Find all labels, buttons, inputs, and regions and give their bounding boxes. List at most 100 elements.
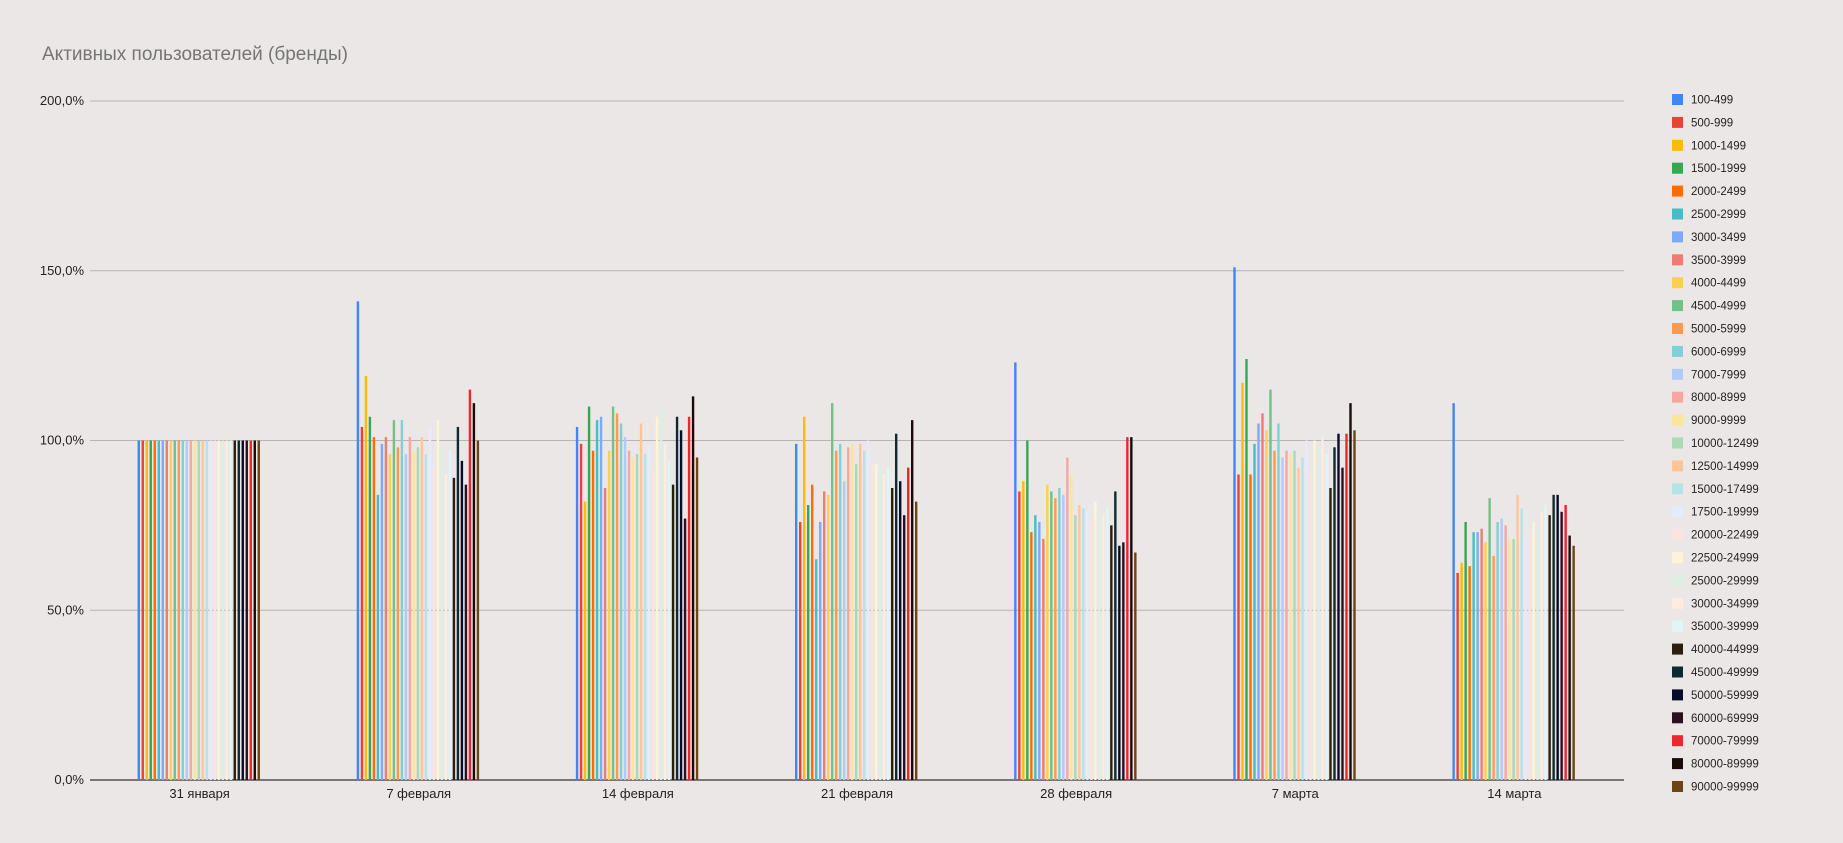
bar xyxy=(1038,521,1041,780)
bar xyxy=(1078,505,1081,780)
bar xyxy=(907,467,910,780)
bar xyxy=(823,491,826,780)
bar xyxy=(165,440,168,780)
legend-label: 1500-1999 xyxy=(1691,163,1746,175)
bar xyxy=(1313,440,1316,780)
legend-swatch xyxy=(1672,758,1683,770)
bar xyxy=(827,494,830,780)
legend-swatch xyxy=(1672,529,1683,541)
legend-swatch xyxy=(1672,781,1683,792)
legend-item: 15000-17499 xyxy=(1672,483,1759,496)
bar xyxy=(1257,423,1260,780)
bar xyxy=(815,559,818,780)
bar xyxy=(468,389,472,780)
bar xyxy=(1317,447,1320,780)
bar xyxy=(177,440,180,780)
bar xyxy=(1536,528,1539,780)
bar xyxy=(229,440,232,780)
bar xyxy=(1261,413,1264,780)
bar xyxy=(137,440,140,780)
bar xyxy=(221,440,224,780)
bar xyxy=(1086,511,1089,780)
bar xyxy=(1564,505,1567,780)
bar xyxy=(695,457,699,780)
bar xyxy=(169,440,172,780)
chart-title: Активных пользователей (бренды) xyxy=(42,44,348,65)
legend-label: 7000-7999 xyxy=(1691,369,1746,381)
bar xyxy=(1054,498,1057,780)
legend-label: 2500-2999 xyxy=(1691,209,1746,221)
legend-item: 3000-3499 xyxy=(1672,231,1746,244)
legend-item: 6000-6999 xyxy=(1672,345,1746,358)
bar-group xyxy=(575,396,699,780)
bar xyxy=(1090,518,1093,780)
bar xyxy=(891,488,894,780)
bar xyxy=(416,447,420,780)
legend-label: 60000-69999 xyxy=(1691,713,1759,725)
bar xyxy=(667,460,671,780)
bar xyxy=(1018,491,1021,780)
bar xyxy=(803,416,806,780)
bar xyxy=(432,467,436,780)
legend-swatch xyxy=(1672,391,1683,403)
legend-item: 7000-7999 xyxy=(1672,368,1746,381)
bar xyxy=(1050,491,1053,780)
legend-label: 45000-49999 xyxy=(1691,667,1759,679)
bar xyxy=(1353,430,1356,780)
bar xyxy=(388,454,392,780)
legend-item: 25000-29999 xyxy=(1672,574,1759,587)
legend-item: 45000-49999 xyxy=(1672,666,1759,679)
bar xyxy=(607,450,611,780)
x-tick-label: 7 февраля xyxy=(386,786,451,801)
bar xyxy=(1110,525,1113,781)
bar-group xyxy=(795,403,918,780)
legend-label: 40000-44999 xyxy=(1691,644,1759,656)
legend-swatch xyxy=(1672,94,1683,105)
legend-swatch xyxy=(1672,208,1683,220)
bar xyxy=(368,416,372,780)
legend-item: 10000-12499 xyxy=(1672,437,1759,450)
bar xyxy=(376,494,380,780)
bar xyxy=(679,430,683,780)
bar xyxy=(205,440,208,780)
bar xyxy=(233,440,236,780)
bar xyxy=(412,450,416,780)
bar xyxy=(1134,552,1137,780)
legend-swatch xyxy=(1672,300,1683,312)
bar xyxy=(883,474,886,780)
bar xyxy=(859,443,862,780)
bar xyxy=(356,301,360,780)
bar xyxy=(1289,454,1292,780)
legend-label: 100-499 xyxy=(1691,95,1733,107)
legend-item: 3500-3999 xyxy=(1672,254,1746,267)
bar xyxy=(627,450,631,780)
legend-item: 500-999 xyxy=(1672,116,1733,129)
bar xyxy=(237,440,240,780)
bar xyxy=(1233,267,1236,780)
bar xyxy=(173,440,176,780)
legend-swatch xyxy=(1672,552,1683,563)
bar xyxy=(1297,467,1300,780)
bar xyxy=(599,416,603,780)
bar xyxy=(663,443,667,780)
bar xyxy=(895,433,898,780)
bar xyxy=(440,447,444,780)
bar xyxy=(1349,403,1352,780)
bar xyxy=(639,423,643,780)
bar xyxy=(1468,566,1471,780)
legend-label: 22500-24999 xyxy=(1691,553,1759,565)
legend-swatch xyxy=(1672,666,1683,678)
bar xyxy=(575,426,579,780)
bar xyxy=(1058,488,1061,780)
bar xyxy=(1074,515,1077,780)
bar xyxy=(1325,454,1328,780)
bar xyxy=(400,420,404,780)
bar xyxy=(863,450,866,780)
legend-label: 4500-4999 xyxy=(1691,301,1746,313)
bar xyxy=(579,443,583,780)
bar xyxy=(799,521,802,780)
bar xyxy=(464,484,468,780)
bar xyxy=(181,440,184,780)
bar-group xyxy=(356,301,480,780)
bar xyxy=(253,440,256,780)
